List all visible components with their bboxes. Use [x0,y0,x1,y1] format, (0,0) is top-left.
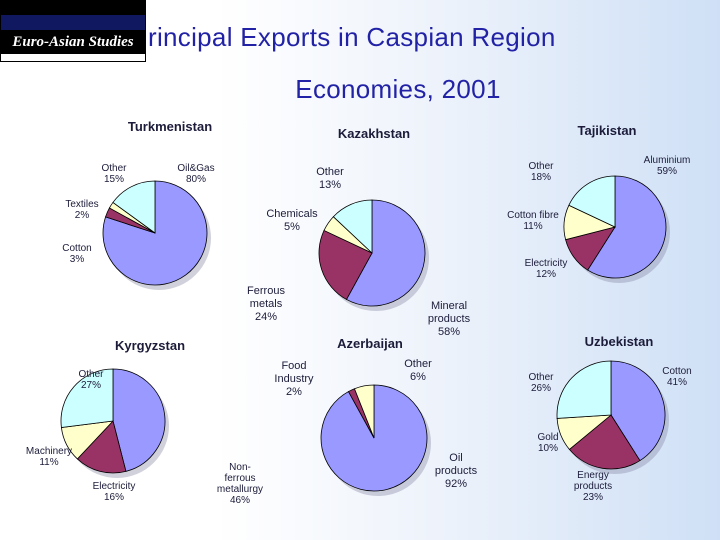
slice-other [568,175,616,228]
slice-other [332,199,373,254]
slice-other [556,360,612,419]
slice-label: Cotton 3% [62,243,91,265]
pie-chart-uzbekistan: Uzbekistan Cotton 41% Energy products 23% Gold… [528,334,691,503]
slice-label: Cotton fibre 11% [507,210,559,232]
slice-label: Other 13% [316,166,344,191]
slice-label: Mineral products 58% [428,300,471,338]
slice-label: Electricity 16% [93,481,136,503]
slice-label: Other 26% [528,372,554,394]
slice-label: Machinery 11% [26,446,72,468]
slice-label: Food Industry 2% [274,360,314,398]
slice-energy-products [568,414,641,470]
logo-band-top [1,1,145,15]
chart-title: Azerbaijan [337,336,403,351]
slice-label: Textiles 2% [65,199,98,221]
slice-other [60,368,114,428]
slice-electricity [76,420,127,474]
slice-label: Non-ferrous metallurgy 46% [217,462,263,506]
slice-label: Gold 10% [537,432,558,454]
pie-chart-tajikistan: Tajikistan Aluminium 59% Electricity 12% Cott… [507,123,690,283]
slice-non-ferrous-metallurgy [112,368,166,472]
slice-label: Other 27% [78,369,104,391]
slide-title-line-1: rincipal Exports in Caspian Region [148,22,556,52]
slice-label: Cotton 41% [662,366,691,388]
chart-title: Turkmenistan [128,119,212,134]
slice-label: Chemicals 5% [266,208,318,233]
slice-label: Other 6% [404,358,432,383]
chart-title: Uzbekistan [585,334,654,349]
slice-other [353,384,375,439]
chart-title: Kazakhstan [338,126,410,141]
slice-label: Ferrous metals 24% [247,285,285,323]
slice-label: Energy products 23% [574,470,612,503]
pie-chart-kyrgyzstan: Kyrgyzstan Non-ferrous metallurgy 46% Electr… [26,338,263,506]
logo: Euro-Asian Studies [0,0,146,62]
slice-ferrous-metals [318,229,373,300]
logo-band-middle [1,15,145,30]
pie-chart-azerbaijan: Azerbaijan Oil products 92% Food Industry 2% Ot… [274,336,478,496]
chart-title: Kyrgyzstan [115,338,185,353]
slice-label: Aluminium 59% [644,155,691,177]
chart-title: Tajikistan [577,123,636,138]
slice-label: Oil products 92% [435,452,478,490]
pie-chart-kazakhstan: Kazakhstan Mineral products 58% Ferrous metal… [247,126,471,338]
slice-aluminium [587,175,667,279]
slice-label: Oil&Gas 80% [177,163,214,185]
slice-label: Electricity 12% [525,258,568,280]
slide-title: rincipal Exports in Caspian Region Econo… [148,20,708,106]
slice-label: Other 15% [101,163,127,185]
slice-label: Other 18% [528,161,554,183]
slide-title-line-2-text: Economies, 2001 [295,74,501,104]
slice-other [112,180,156,234]
logo-text: Euro-Asian Studies [1,30,145,54]
slice-mineral-products [345,199,426,307]
pie-chart-turkmenistan: Turkmenistan Oil&Gas 80% Cotton 3% Textiles 2%… [62,119,215,290]
slide-title-line-2: Economies, 2001 [148,72,708,106]
